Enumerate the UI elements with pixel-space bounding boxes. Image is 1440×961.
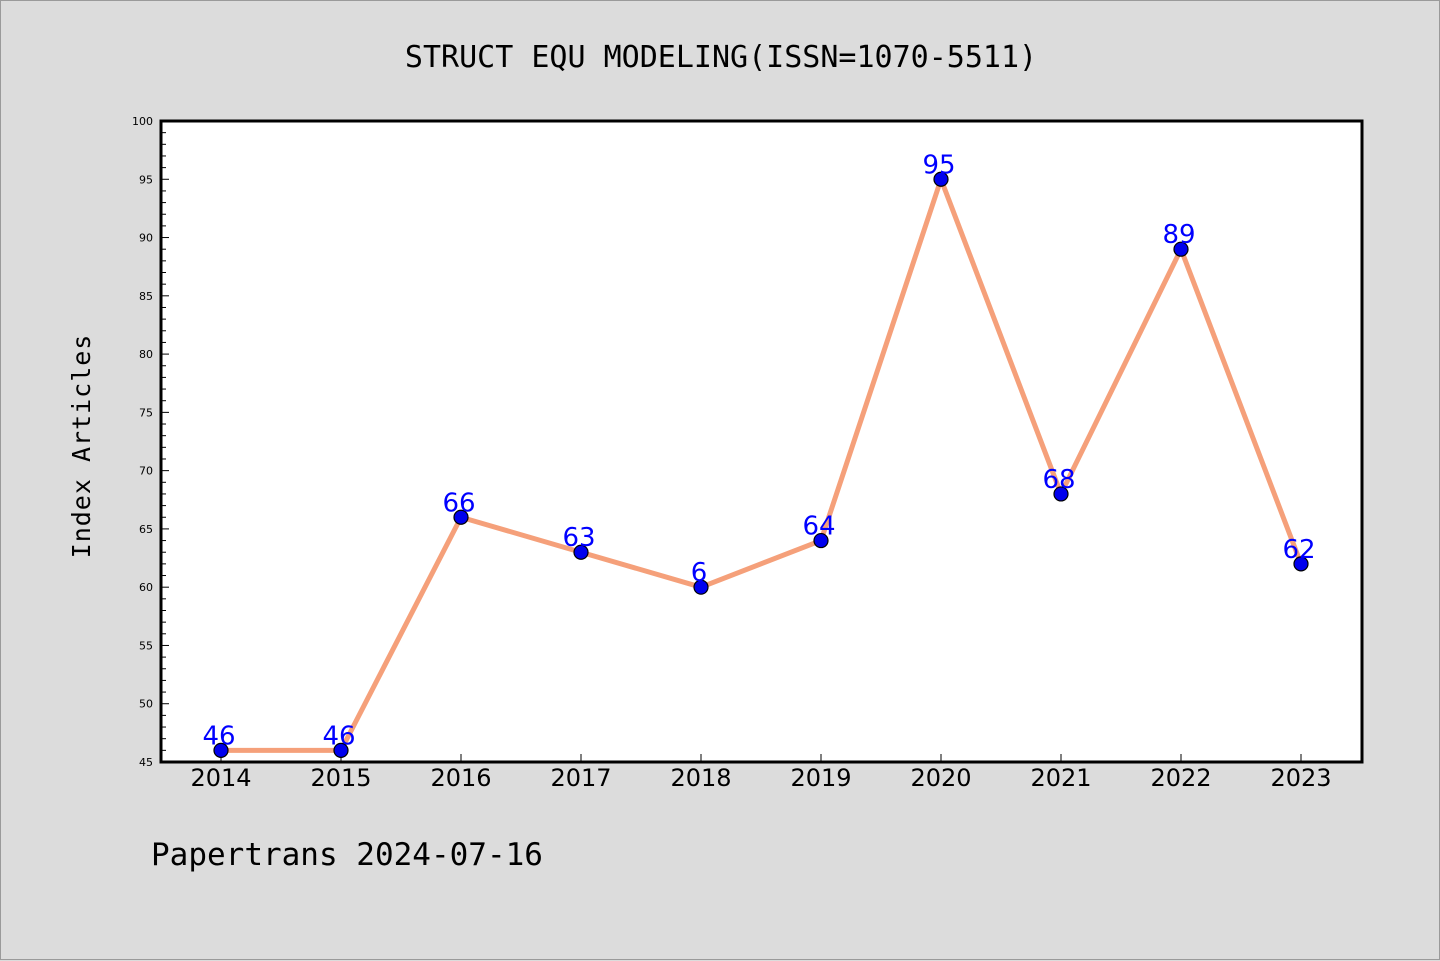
x-axis-ticks: 2014 2015 2016 2017 2018 2019 2020 2021 2022 2023 [190,754,1332,792]
y-tick-label: 75 [139,406,153,419]
data-point [1173,241,1189,257]
series-line [218,176,1304,753]
y-tick-label: 85 [139,290,153,303]
x-tick-label: 2017 [550,764,611,792]
x-tick-label: 2015 [310,764,371,792]
plot-area [159,119,1364,764]
y-tick-label: 90 [139,232,153,245]
data-point [813,532,829,549]
series-points-group [213,171,1309,758]
y-tick-label: 45 [139,756,153,769]
data-label: 68 [1042,465,1075,495]
data-label: 64 [802,512,835,542]
x-tick-label: 2023 [1270,764,1331,792]
data-point [213,742,229,758]
x-tick-label: 2020 [910,764,971,792]
data-label: 62 [1282,535,1315,565]
x-tick-label: 2014 [190,764,251,792]
data-point [333,742,349,758]
data-label: 6 [691,558,708,588]
data-point [573,544,589,560]
data-label: 46 [322,721,355,751]
x-tick-label: 2022 [1150,764,1211,792]
data-point [1293,556,1309,572]
y-axis-label: Index Articles [67,334,96,559]
data-point [693,579,709,595]
x-tick-label: 2018 [670,764,731,792]
data-label: 89 [1162,220,1195,250]
data-label: 46 [202,721,235,751]
x-tick-label: 2019 [790,764,851,792]
y-tick-label: 55 [139,639,153,652]
y-tick-label: 65 [139,523,153,536]
x-tick-label: 2021 [1030,764,1091,792]
y-tick-label: 70 [139,465,153,478]
data-point [1053,486,1069,502]
data-label: 95 [922,150,955,180]
y-tick-label: 50 [139,698,153,711]
y-tick-label: 60 [139,581,153,594]
data-point [933,171,949,187]
x-tick-label: 2016 [430,764,491,792]
data-label: 66 [442,488,475,518]
data-labels-group: 46 46 66 63 6 64 95 68 89 62 [202,150,1315,751]
series-line-group [218,176,1304,753]
data-label: 63 [562,523,595,553]
y-axis-ticks: 45 50 55 60 65 70 75 80 85 90 95 100 [132,115,169,769]
footer-watermark: Papertrans 2024-07-16 [151,837,543,873]
data-point [453,509,469,525]
y-tick-label: 95 [139,173,153,186]
y-tick-label: 100 [132,115,153,128]
y-tick-label: 80 [139,348,153,361]
chart-title: STRUCT EQU MODELING(ISSN=1070-5511) [405,40,1037,75]
